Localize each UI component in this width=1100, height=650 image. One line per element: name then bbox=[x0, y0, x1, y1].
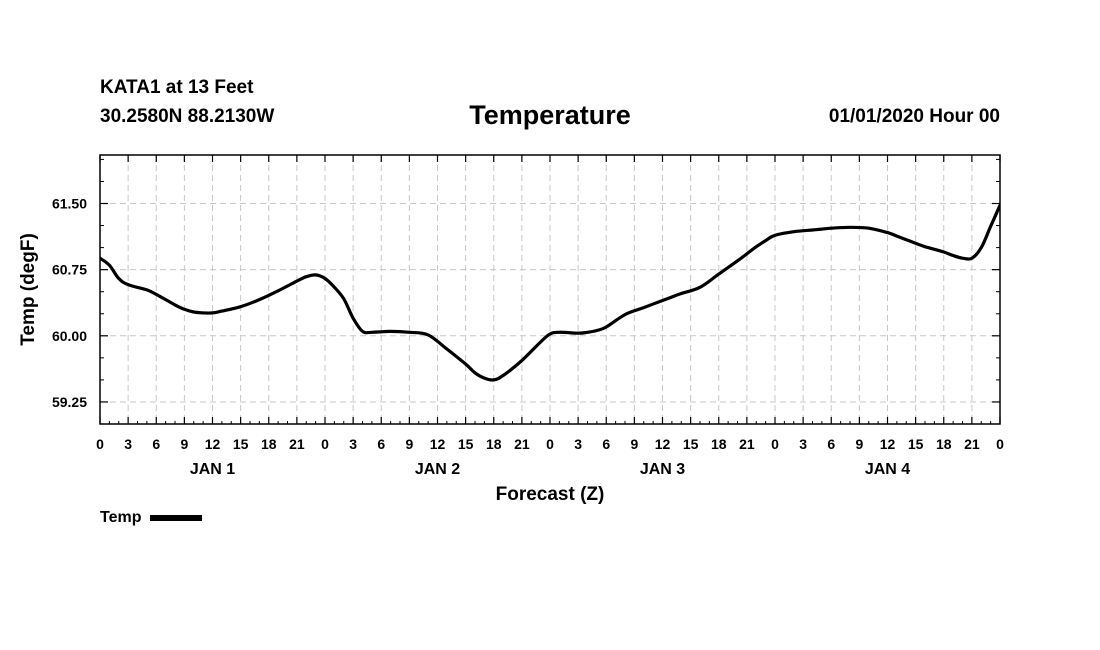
x-tick-label: 18 bbox=[261, 436, 277, 452]
x-tick-label: 3 bbox=[799, 436, 807, 452]
x-tick-label: 21 bbox=[289, 436, 305, 452]
x-tick-label: 6 bbox=[377, 436, 385, 452]
x-tick-label: 0 bbox=[996, 436, 1004, 452]
x-tick-label: 12 bbox=[880, 436, 896, 452]
x-tick-label: 12 bbox=[430, 436, 446, 452]
x-tick-label: 3 bbox=[124, 436, 132, 452]
x-tick-label: 9 bbox=[630, 436, 638, 452]
x-tick-label: 21 bbox=[964, 436, 980, 452]
y-tick-label: 60.00 bbox=[52, 328, 87, 344]
plot-frame bbox=[99, 154, 1001, 425]
temp-series-line bbox=[100, 203, 1000, 382]
plot-series bbox=[100, 203, 1000, 382]
x-tick-label: 9 bbox=[855, 436, 863, 452]
x-tick-label: 6 bbox=[602, 436, 610, 452]
grid-lines bbox=[100, 155, 1000, 424]
chart-title: Temperature bbox=[469, 100, 631, 130]
x-tick-label: 0 bbox=[771, 436, 779, 452]
x-tick-label: 15 bbox=[458, 436, 474, 452]
day-label: JAN 4 bbox=[865, 461, 910, 478]
day-label: JAN 3 bbox=[640, 461, 685, 478]
x-tick-label: 0 bbox=[546, 436, 554, 452]
x-tick-label: 3 bbox=[349, 436, 357, 452]
x-tick-label: 9 bbox=[405, 436, 413, 452]
y-tick-label: 60.75 bbox=[52, 262, 87, 278]
x-tick-label: 12 bbox=[205, 436, 221, 452]
legend: Temp bbox=[100, 509, 203, 527]
x-tick-label: 6 bbox=[827, 436, 835, 452]
x-tick-label: 0 bbox=[96, 436, 104, 452]
day-label: JAN 2 bbox=[415, 461, 460, 478]
x-tick-label: 18 bbox=[711, 436, 727, 452]
x-tick-label: 6 bbox=[152, 436, 160, 452]
x-tick-label: 3 bbox=[574, 436, 582, 452]
x-tick-label: 12 bbox=[655, 436, 671, 452]
x-tick-label: 18 bbox=[936, 436, 952, 452]
x-tick-label: 15 bbox=[233, 436, 249, 452]
x-axis: 0 3 6 9 12 15 18 21 0 3 6 9 12 15 18 21 0 3 6 9 12 15 18 21 0 3 6 9… bbox=[96, 155, 1004, 478]
x-tick-label: 15 bbox=[908, 436, 924, 452]
x-tick-label: 18 bbox=[486, 436, 502, 452]
x-axis-title: Forecast (Z) bbox=[496, 484, 605, 505]
y-axis: 59.25 60.00 60.75 61.50 bbox=[52, 158, 1000, 425]
day-label: JAN 1 bbox=[190, 461, 235, 478]
y-tick-label: 59.25 bbox=[52, 394, 87, 410]
x-tick-label: 15 bbox=[683, 436, 699, 452]
y-axis-title: Temp (degF) bbox=[18, 233, 39, 346]
x-tick-label: 9 bbox=[180, 436, 188, 452]
coordinates-label: 30.2580N 88.2130W bbox=[100, 106, 275, 127]
station-label: KATA1 at 13 Feet bbox=[100, 77, 254, 98]
legend-swatch bbox=[150, 515, 203, 521]
x-tick-label: 0 bbox=[321, 436, 329, 452]
x-tick-label: 21 bbox=[739, 436, 755, 452]
forecast-timestamp: 01/01/2020 Hour 00 bbox=[828, 106, 1000, 127]
legend-label: Temp bbox=[100, 509, 142, 526]
y-tick-label: 61.50 bbox=[52, 196, 87, 212]
x-tick-label: 21 bbox=[514, 436, 530, 452]
